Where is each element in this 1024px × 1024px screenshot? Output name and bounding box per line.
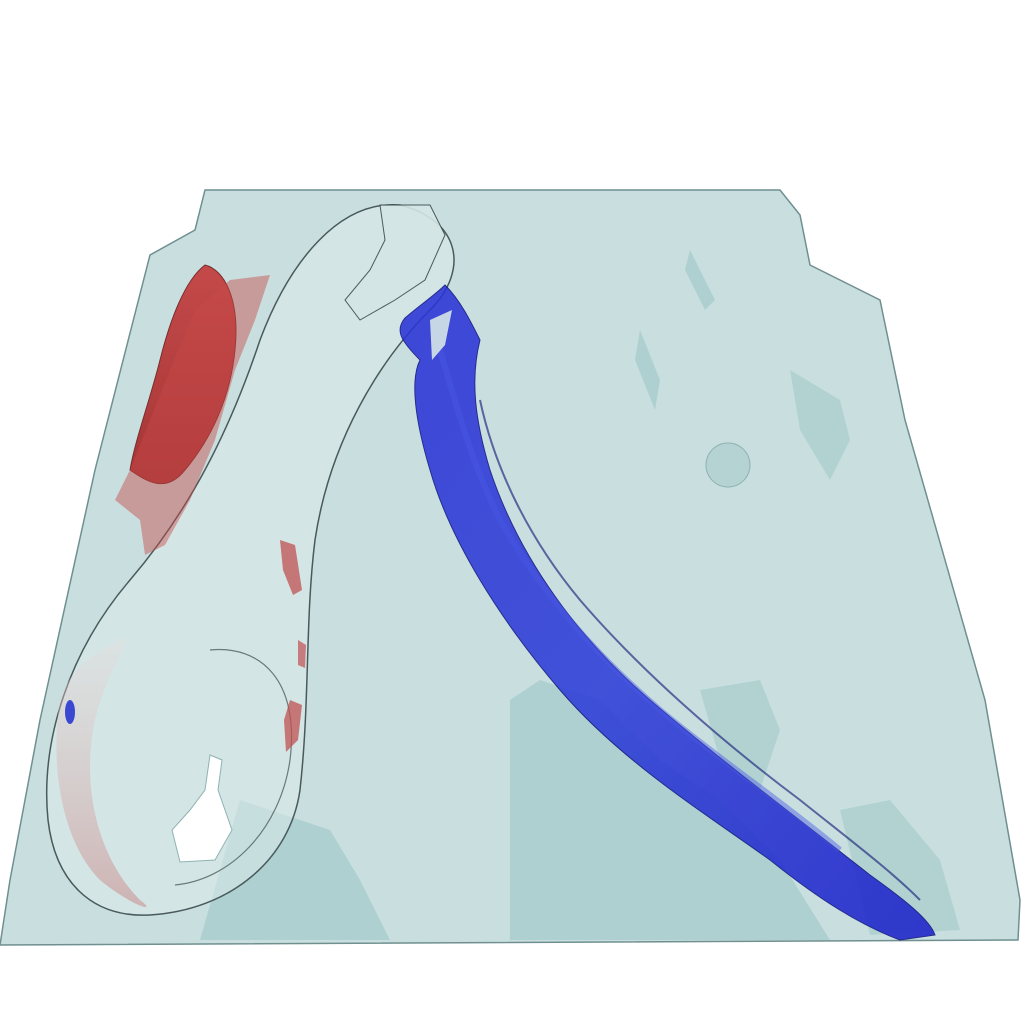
small-positive-blob xyxy=(65,700,75,724)
negative-fragment-2 xyxy=(284,700,302,752)
slab-shadow-right xyxy=(700,680,780,790)
left-loop-inner-outline xyxy=(174,648,292,886)
positive-tube-notch xyxy=(430,310,452,360)
positive-structure-tube xyxy=(399,284,936,941)
left-loop-pink-shading xyxy=(56,638,147,908)
slab-streak-2 xyxy=(790,370,850,480)
negative-fragment-1 xyxy=(280,540,302,595)
slab-streak-1 xyxy=(635,330,660,410)
positive-structure-dark-edge xyxy=(479,399,921,901)
slab-bubble xyxy=(705,442,751,488)
negative-structure-halo xyxy=(115,275,270,555)
negative-fragment-3 xyxy=(298,640,306,668)
negative-structure-main xyxy=(129,264,237,485)
slab-streak-3 xyxy=(685,250,715,310)
left-loop-surface xyxy=(45,204,455,916)
top-ridge-detail xyxy=(344,204,446,321)
positive-structure-highlight xyxy=(437,349,842,853)
slab-shadow-center xyxy=(510,680,830,940)
cavity-hole xyxy=(171,754,233,863)
